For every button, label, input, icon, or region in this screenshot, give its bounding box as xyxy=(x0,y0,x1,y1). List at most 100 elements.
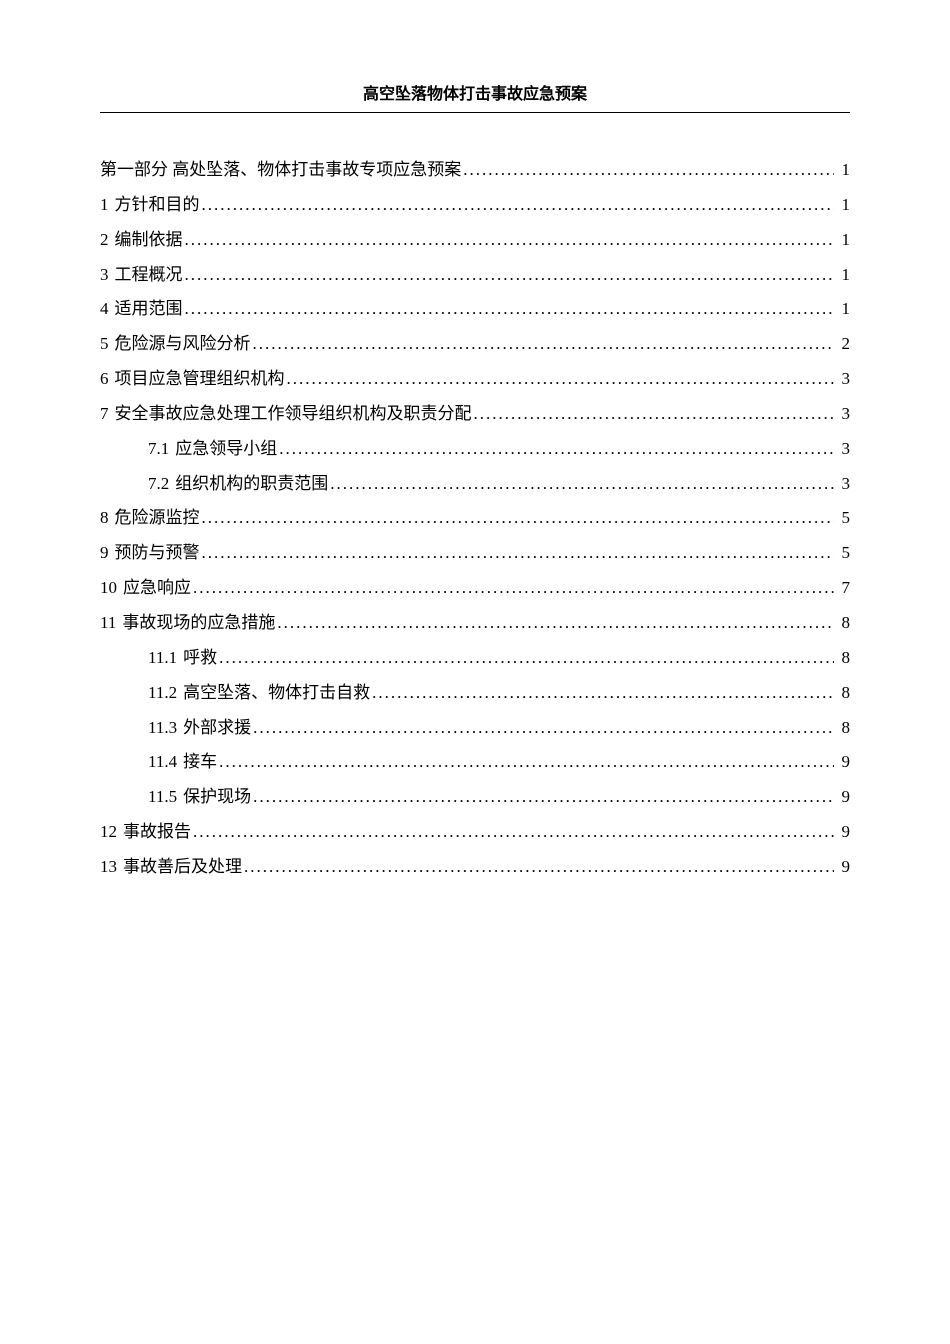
toc-item-title: 事故善后及处理 xyxy=(123,850,242,885)
table-of-contents: 第一部分 高处坠落、物体打击事故专项应急预案11方针和目的12编制依据13工程概… xyxy=(100,153,850,885)
toc-item-page: 8 xyxy=(836,711,850,746)
toc-item-number: 11.4 xyxy=(148,745,177,780)
toc-item-page: 3 xyxy=(836,397,850,432)
toc-item: 1方针和目的1 xyxy=(100,188,850,223)
toc-item-number: 11 xyxy=(100,606,116,641)
toc-item: 10应急响应 7 xyxy=(100,571,850,606)
toc-item: 8危险源监控 5 xyxy=(100,501,850,536)
toc-item-number: 13 xyxy=(100,850,117,885)
toc-dots-leader xyxy=(330,467,834,502)
toc-item-title: 预防与预警 xyxy=(115,536,200,571)
toc-item-page: 8 xyxy=(836,676,850,711)
toc-dots-leader xyxy=(193,571,834,606)
toc-item-number: 8 xyxy=(100,501,109,536)
toc-item: 7安全事故应急处理工作领导组织机构及职责分配 3 xyxy=(100,397,850,432)
toc-item: 11事故现场的应急措施 8 xyxy=(100,606,850,641)
toc-item-page: 1 xyxy=(836,223,850,258)
toc-item-number: 11.5 xyxy=(148,780,177,815)
toc-dots-leader xyxy=(185,292,835,327)
toc-dots-leader xyxy=(474,397,835,432)
toc-item-title: 应急响应 xyxy=(123,571,191,606)
toc-item: 7.1 应急领导小组 3 xyxy=(100,432,850,467)
toc-dots-leader xyxy=(287,362,835,397)
toc-item-page: 3 xyxy=(836,362,850,397)
toc-item-page: 3 xyxy=(836,467,850,502)
toc-dots-leader xyxy=(202,501,835,536)
toc-item-number: 2 xyxy=(100,223,109,258)
toc-item-title: 危险源监控 xyxy=(115,501,200,536)
toc-item-title: 组织机构的职责范围 xyxy=(175,467,328,502)
toc-dots-leader xyxy=(202,536,835,571)
toc-item-number: 11.3 xyxy=(148,711,177,746)
toc-item-title: 危险源与风险分析 xyxy=(115,327,251,362)
toc-item-page: 7 xyxy=(836,571,850,606)
toc-item: 4适用范围 1 xyxy=(100,292,850,327)
toc-item: 9预防与预警5 xyxy=(100,536,850,571)
toc-item-title: 项目应急管理组织机构 xyxy=(115,362,285,397)
toc-item-title: 安全事故应急处理工作领导组织机构及职责分配 xyxy=(115,397,472,432)
toc-item: 3工程概况 1 xyxy=(100,258,850,293)
toc-item-number: 7.2 xyxy=(148,467,169,502)
toc-item-page: 1 xyxy=(836,258,850,293)
toc-item: 13事故善后及处理 9 xyxy=(100,850,850,885)
toc-item: 7.2 组织机构的职责范围 3 xyxy=(100,467,850,502)
toc-item-page: 1 xyxy=(836,188,850,223)
toc-item-number: 12 xyxy=(100,815,117,850)
toc-item: 11.2高空坠落、物体打击自救 8 xyxy=(100,676,850,711)
toc-item: 12事故报告 9 xyxy=(100,815,850,850)
toc-item: 2编制依据 1 xyxy=(100,223,850,258)
toc-item-title: 适用范围 xyxy=(115,292,183,327)
toc-item-page: 2 xyxy=(836,327,850,362)
toc-item-number: 11.2 xyxy=(148,676,177,711)
toc-item: 11.5保护现场9 xyxy=(100,780,850,815)
toc-dots-leader xyxy=(277,606,834,641)
toc-item-number: 7.1 xyxy=(148,432,169,467)
toc-dots-leader xyxy=(185,258,835,293)
toc-item-page: 9 xyxy=(836,850,850,885)
toc-item-page: 9 xyxy=(836,780,850,815)
toc-item-number: 9 xyxy=(100,536,109,571)
toc-item-number: 11.1 xyxy=(148,641,177,676)
toc-item: 11.3外部求援 8 xyxy=(100,711,850,746)
toc-item-number: 3 xyxy=(100,258,109,293)
toc-item-page: 8 xyxy=(836,641,850,676)
toc-item-title: 接车 xyxy=(183,745,217,780)
toc-dots-leader xyxy=(253,711,834,746)
toc-item-title: 外部求援 xyxy=(183,711,251,746)
document-header-title: 高空坠落物体打击事故应急预案 xyxy=(100,80,850,104)
toc-item-title: 编制依据 xyxy=(115,223,183,258)
toc-item-number: 4 xyxy=(100,292,109,327)
toc-item-number: 7 xyxy=(100,397,109,432)
toc-item-title: 应急领导小组 xyxy=(175,432,277,467)
toc-item-number: 1 xyxy=(100,188,109,223)
toc-item: 11.1呼救 8 xyxy=(100,641,850,676)
toc-item-title: 第一部分 高处坠落、物体打击事故专项应急预案 xyxy=(100,153,461,188)
toc-item-title: 事故报告 xyxy=(123,815,191,850)
toc-item-title: 高空坠落、物体打击自救 xyxy=(183,676,370,711)
toc-dots-leader xyxy=(193,815,834,850)
toc-dots-leader xyxy=(279,432,834,467)
toc-item-page: 3 xyxy=(836,432,850,467)
toc-item-page: 8 xyxy=(836,606,850,641)
toc-item-title: 工程概况 xyxy=(115,258,183,293)
toc-dots-leader xyxy=(253,327,835,362)
toc-dots-leader xyxy=(244,850,834,885)
toc-dots-leader xyxy=(463,153,834,188)
toc-item-title: 呼救 xyxy=(183,641,217,676)
toc-item: 11.4接车9 xyxy=(100,745,850,780)
toc-item-page: 9 xyxy=(836,815,850,850)
toc-dots-leader xyxy=(372,676,834,711)
toc-dots-leader xyxy=(185,223,835,258)
toc-item-number: 10 xyxy=(100,571,117,606)
toc-item-page: 1 xyxy=(836,292,850,327)
toc-item-number: 6 xyxy=(100,362,109,397)
toc-item: 6项目应急管理组织机构 3 xyxy=(100,362,850,397)
toc-item-title: 事故现场的应急措施 xyxy=(122,606,275,641)
toc-dots-leader xyxy=(219,641,834,676)
toc-item-page: 5 xyxy=(836,501,850,536)
header-rule xyxy=(100,112,850,113)
toc-dots-leader xyxy=(253,780,834,815)
toc-dots-leader xyxy=(202,188,835,223)
toc-item-number: 5 xyxy=(100,327,109,362)
toc-item: 5危险源与风险分析 2 xyxy=(100,327,850,362)
